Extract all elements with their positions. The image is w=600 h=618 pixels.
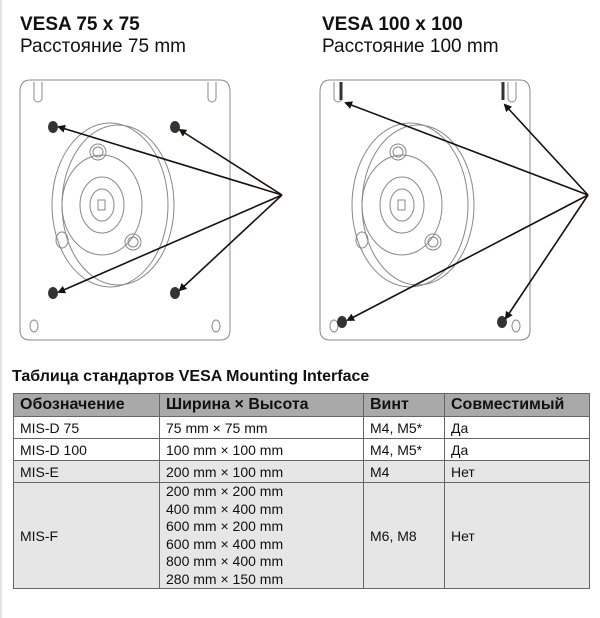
cell-sizes: 200 mm × 200 mm 400 mm × 400 mm 600 mm ×… [159,482,364,589]
screw-icons [48,121,507,328]
cell-name: MIS-F [13,482,160,589]
slot-marks [339,82,505,100]
cell-screw: M4 [363,460,445,483]
size-line: 600 mm × 200 mm [166,518,284,534]
table-row: MIS-E 200 mm × 100 mm M4 Нет [13,460,590,483]
column-header: Винт [363,393,445,417]
size-line: 800 mm × 400 mm [166,553,284,569]
cell-name: MIS-D 100 [13,438,160,461]
table-title: Таблица стандартов VESA Mounting Interfa… [12,368,370,385]
left-diagram-heading: VESA 75 x 75 Расстояние 75 mm [20,14,186,58]
size-line: 280 mm × 150 mm [166,570,284,587]
table-row: MIS-D 75 75 mm × 75 mm M4, M5* Да [13,416,590,439]
cell-compatible: Нет [444,482,590,589]
vesa-table: Обозначение Ширина × Высота Винт Совмест… [13,393,590,589]
column-header: Совместимый [444,393,590,417]
size-line: 200 mm × 200 mm [166,483,284,499]
cell-screw: M4, M5* [363,416,445,439]
table-row: MIS-F 200 mm × 200 mm 400 mm × 400 mm 60… [13,482,590,589]
cell-size: 200 mm × 100 mm [159,460,364,483]
right-diagram-heading: VESA 100 x 100 Расстояние 100 mm [322,14,499,58]
right-diagram-subtitle: Расстояние 100 mm [322,36,499,57]
left-diagram-subtitle: Расстояние 75 mm [20,36,186,57]
right-diagram-title: VESA 100 x 100 [322,14,463,35]
column-header: Ширина × Высота [159,393,364,417]
cell-size: 75 mm × 75 mm [159,416,364,439]
cell-compatible: Нет [444,460,590,483]
cell-size: 100 mm × 100 mm [159,438,364,461]
left-diagram-title: VESA 75 x 75 [20,14,140,35]
cell-screw: M4, M5* [363,438,445,461]
size-line: 600 mm × 400 mm [166,535,284,552]
arrows [57,101,589,321]
cell-compatible: Да [444,416,590,439]
size-line: 400 mm × 400 mm [166,500,284,517]
cell-name: MIS-D 75 [13,416,160,439]
cell-screw: M6, M8 [363,482,445,589]
left-plate [19,79,231,341]
vesa-diagrams [19,79,589,341]
cell-name: MIS-E [13,460,160,483]
right-plate [319,79,531,341]
column-header: Обозначение [13,393,160,417]
table-header: Обозначение Ширина × Высота Винт Совмест… [13,393,590,417]
table-row: MIS-D 100 100 mm × 100 mm M4, M5* Да [13,438,590,461]
cell-compatible: Да [444,438,590,461]
